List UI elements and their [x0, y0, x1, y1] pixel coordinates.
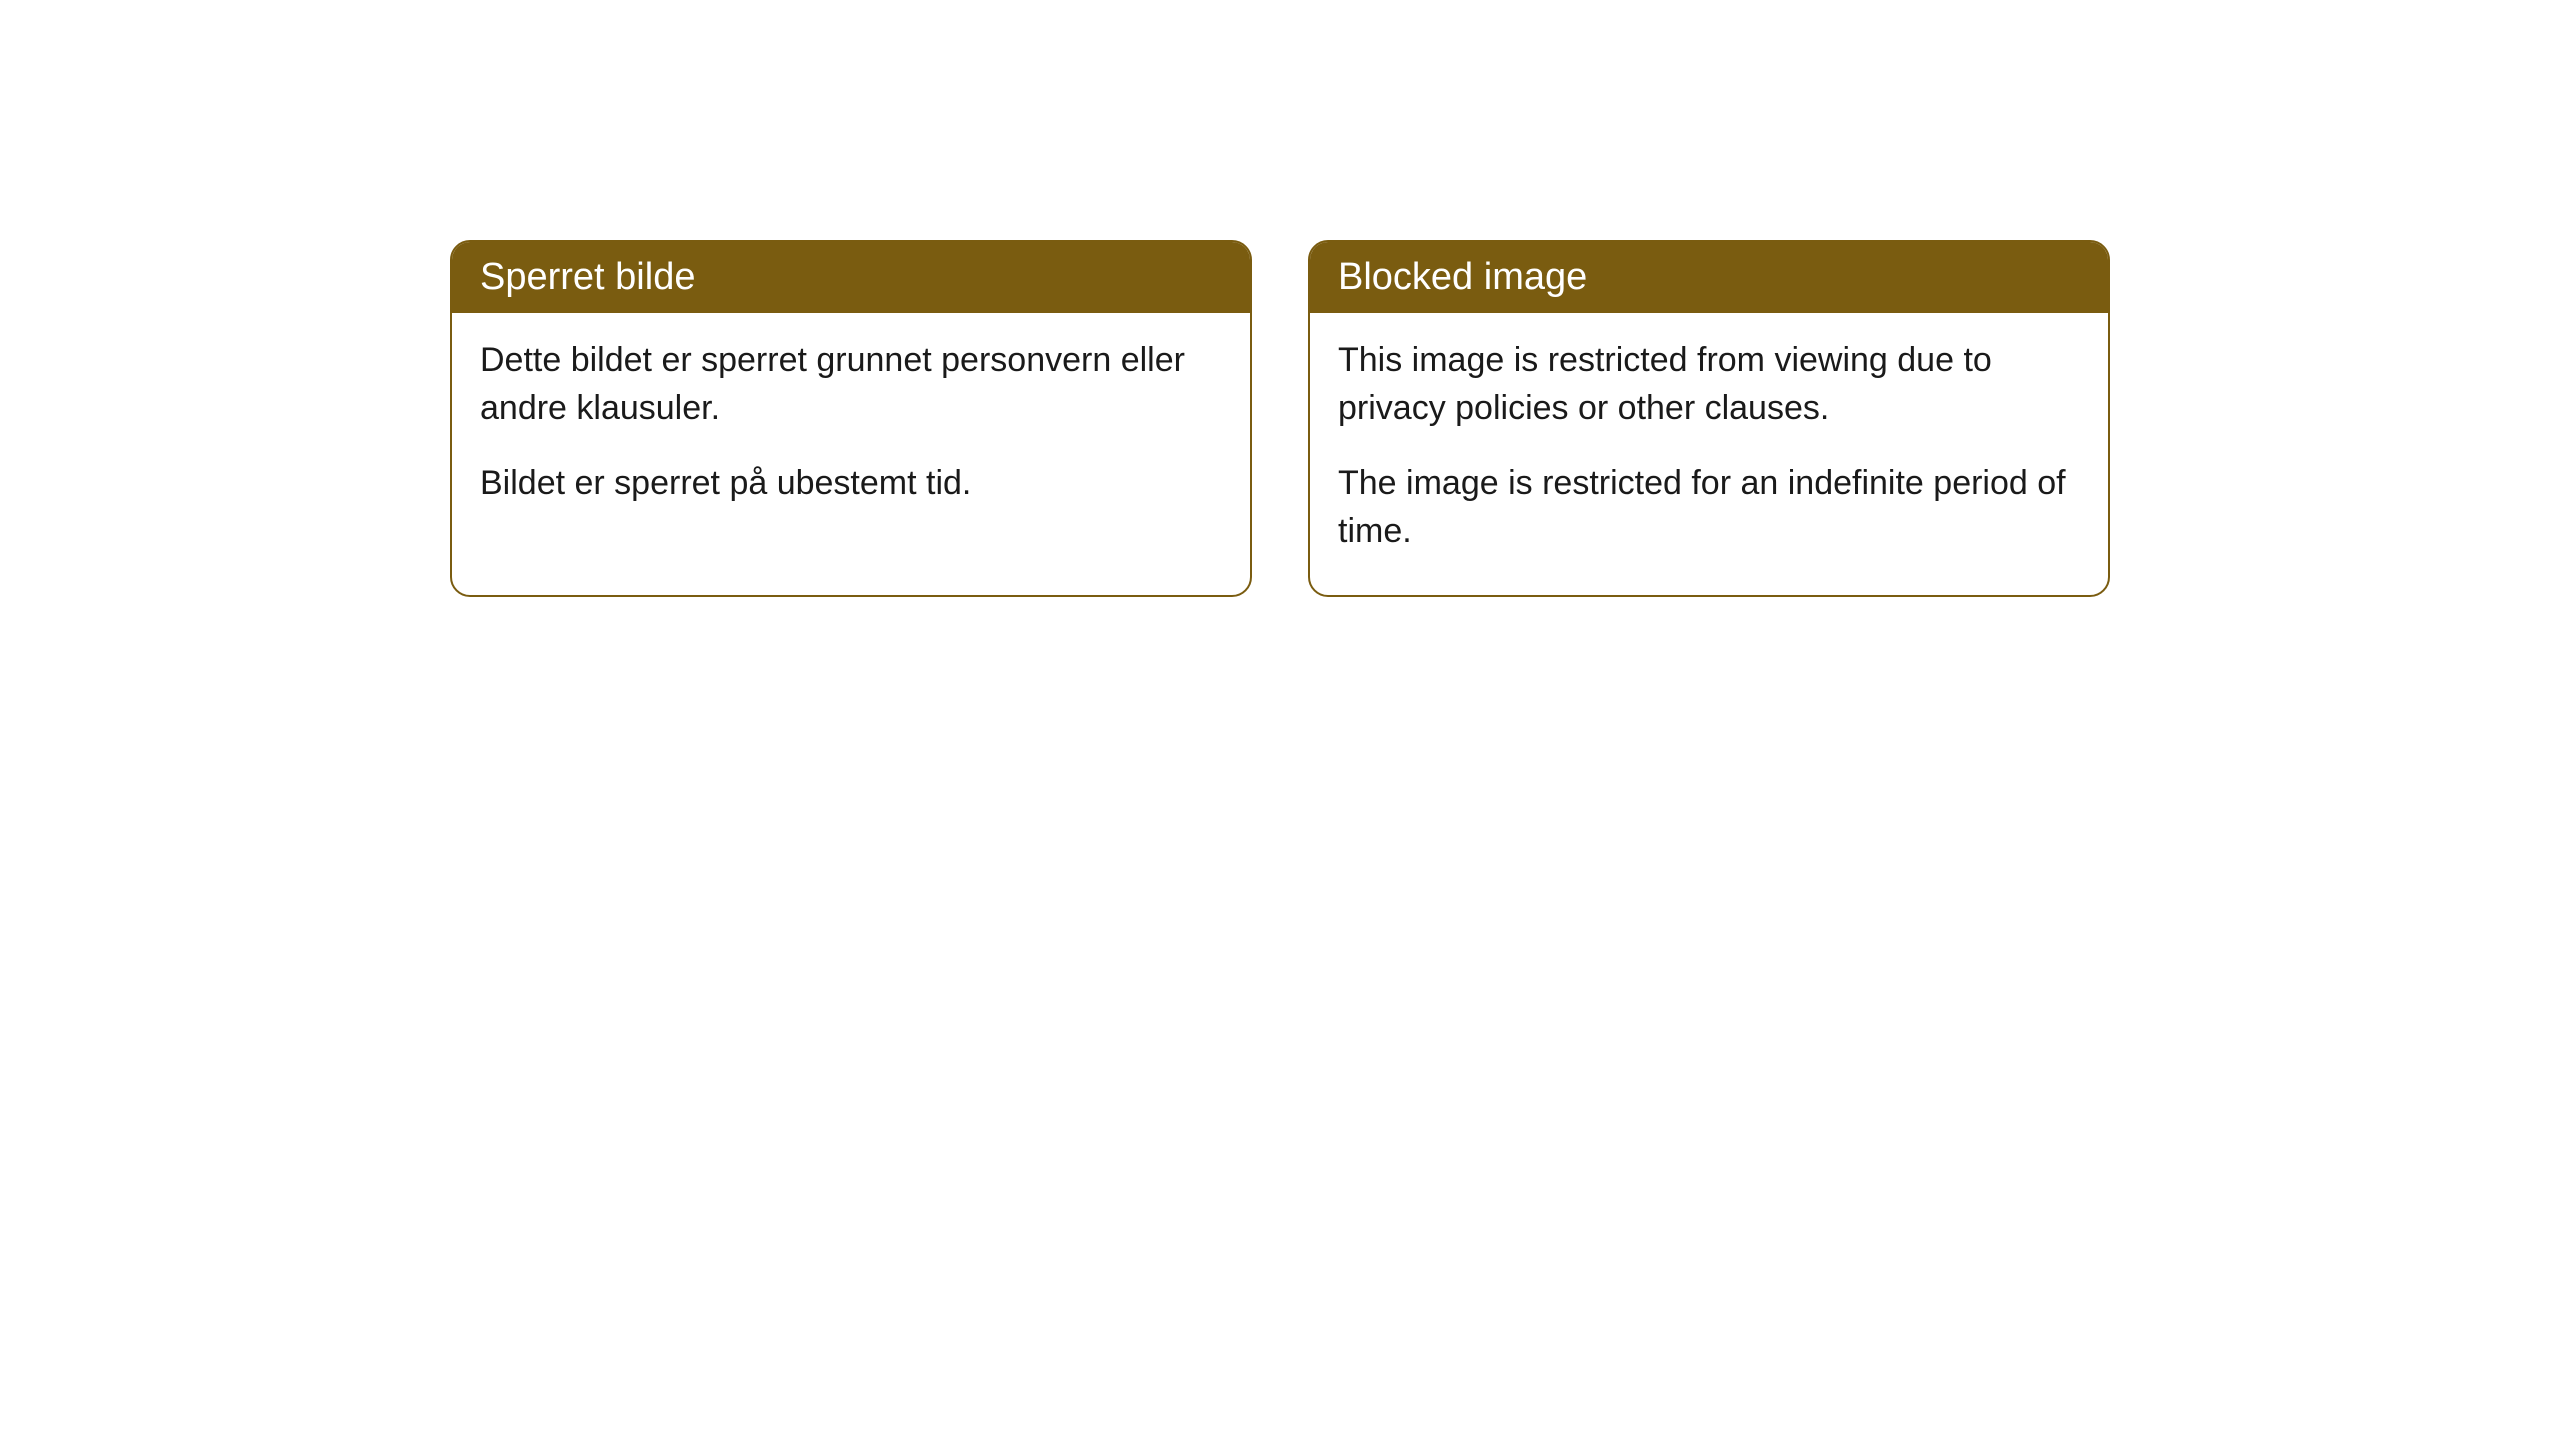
card-header-norwegian: Sperret bilde — [452, 242, 1250, 313]
cards-container: Sperret bilde Dette bildet er sperret gr… — [450, 240, 2110, 597]
card-english: Blocked image This image is restricted f… — [1308, 240, 2110, 597]
card-title: Blocked image — [1338, 256, 1587, 298]
card-title: Sperret bilde — [480, 256, 695, 298]
card-paragraph: Bildet er sperret på ubestemt tid. — [480, 460, 1222, 508]
card-paragraph: This image is restricted from viewing du… — [1338, 337, 2080, 432]
card-body-norwegian: Dette bildet er sperret grunnet personve… — [452, 313, 1250, 548]
card-body-english: This image is restricted from viewing du… — [1310, 313, 2108, 595]
card-header-english: Blocked image — [1310, 242, 2108, 313]
card-paragraph: The image is restricted for an indefinit… — [1338, 460, 2080, 555]
card-paragraph: Dette bildet er sperret grunnet personve… — [480, 337, 1222, 432]
card-norwegian: Sperret bilde Dette bildet er sperret gr… — [450, 240, 1252, 597]
